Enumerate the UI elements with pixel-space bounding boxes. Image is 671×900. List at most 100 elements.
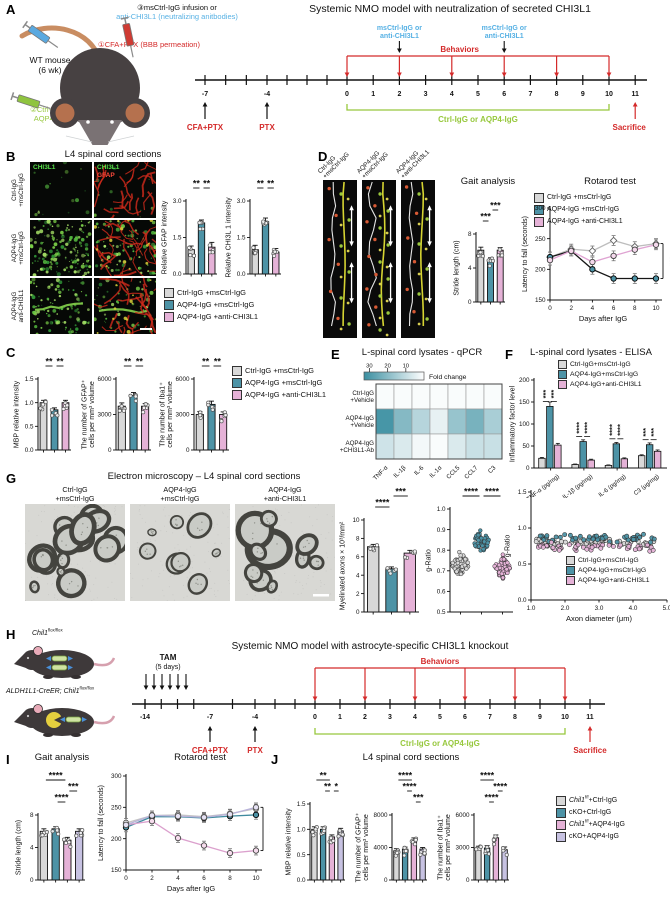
gait-track-image (401, 180, 435, 338)
svg-text:50: 50 (522, 443, 530, 450)
svg-text:***: *** (490, 201, 501, 211)
svg-text:5: 5 (438, 714, 442, 721)
svg-text:30: 30 (366, 364, 372, 370)
panel-label-c: C (6, 345, 16, 360)
svg-text:1.0: 1.0 (518, 525, 527, 532)
svg-text:****: **** (480, 771, 495, 781)
svg-text:9: 9 (538, 714, 542, 721)
legend-b: Ctrl-IgG +msCtrl-IgG AQP4-IgG +msCtrl-IgG… (164, 288, 258, 322)
svg-text:0.6: 0.6 (437, 589, 446, 596)
svg-text:The number of Iba1⁺: The number of Iba1⁺ (438, 815, 445, 880)
svg-text:Ctrl-IgG or AQP4-IgG: Ctrl-IgG or AQP4-IgG (438, 115, 518, 124)
svg-text:0.0: 0.0 (237, 271, 246, 278)
legend-item: AQP4-IgG +anti-CHI3L1 (164, 312, 258, 322)
svg-text:1.0: 1.0 (527, 605, 536, 612)
legend-swatch (556, 820, 566, 830)
b-row-label-3: AQP4-IgG anti-CHI3L1 (10, 289, 25, 323)
svg-text:cells per mm³ volume: cells per mm³ volume (167, 381, 174, 448)
svg-text:6: 6 (612, 305, 616, 312)
svg-text:***: *** (649, 428, 658, 437)
svg-text:0.9: 0.9 (437, 527, 446, 534)
svg-text:0: 0 (108, 447, 112, 454)
svg-text:**: ** (45, 357, 53, 367)
svg-text:cells per mm³ volume: cells per mm³ volume (363, 814, 370, 881)
legend-swatch (558, 370, 567, 379)
svg-text:0: 0 (356, 609, 360, 616)
svg-text:+Vehicle: +Vehicle (350, 397, 374, 404)
svg-text:1.0: 1.0 (297, 827, 306, 834)
mouse-label: WT mouse (6 wk) (29, 55, 71, 75)
svg-text:0: 0 (526, 465, 530, 472)
legend-item: Ctrl-IgG +msCtrl-IgG (164, 288, 258, 298)
svg-text:**: ** (193, 179, 201, 189)
wt-mouse-illustration (8, 10, 168, 145)
svg-text:250: 250 (111, 805, 122, 812)
legend-item: Chil1f/f+Ctrl-IgG (556, 795, 625, 806)
fluorescence-image (30, 278, 92, 334)
svg-text:****: **** (574, 422, 583, 434)
svg-text:8: 8 (468, 231, 472, 238)
b-row-label-1: Ctrl-IgG +msCtrl-IgG (10, 173, 25, 207)
svg-text:**: ** (136, 357, 144, 367)
legend-label: AQP4-IgG+anti-CHI3L1 (578, 576, 650, 584)
svg-text:6: 6 (202, 875, 206, 882)
legend-item: Ctrl-IgG+msCtrl-IgG (566, 556, 650, 565)
svg-text:Latency to fall (seconds): Latency to fall (seconds) (98, 785, 105, 861)
svg-text:IL-1β: IL-1β (392, 464, 407, 479)
legend-swatch (566, 566, 575, 575)
svg-text:3: 3 (424, 91, 428, 98)
panel-label-i: I (6, 752, 10, 767)
panel-g-title: Electron microscopy – L4 spinal cord sec… (107, 471, 301, 482)
scale-bar (140, 328, 152, 330)
legend-item: AQP4-IgG +msCtrl-IgG (232, 378, 326, 388)
rotarod-title-i: Rotarod test (174, 752, 226, 763)
svg-text:0: 0 (30, 877, 34, 884)
svg-text:4: 4 (356, 572, 360, 579)
fluorescence-image (94, 162, 156, 218)
svg-text:2: 2 (356, 591, 360, 598)
svg-text:****: **** (49, 771, 64, 781)
legend-label: Ctrl-IgG+msCtrl-IgG (578, 556, 639, 564)
svg-text:0: 0 (384, 877, 388, 884)
legend-swatch (164, 288, 174, 298)
svg-text:Axon diameter (μm): Axon diameter (μm) (566, 614, 633, 623)
svg-text:300: 300 (111, 773, 122, 780)
fluorescence-image (30, 220, 92, 276)
svg-text:0.0: 0.0 (173, 271, 182, 278)
svg-text:0.5: 0.5 (297, 852, 306, 859)
svg-text:Latency to fall (seconds): Latency to fall (seconds) (522, 216, 529, 292)
svg-text:8: 8 (513, 714, 517, 721)
gait-track-image (362, 180, 396, 338)
svg-text:***: *** (480, 212, 491, 222)
legend-item: Ctrl-IgG+msCtrl-IgG (558, 360, 642, 369)
svg-text:4: 4 (591, 305, 595, 312)
svg-text:msCtrl-IgG or: msCtrl-IgG or (482, 25, 527, 32)
legend-label: cKO+Ctrl-IgG (569, 809, 612, 817)
legend-label: AQP4-IgG +anti-CHI3L1 (177, 311, 259, 321)
svg-text:g-Ratio: g-Ratio (426, 549, 433, 572)
panel-f-title: L-spinal cord lysates - ELISA (530, 347, 652, 358)
svg-text:**: ** (202, 357, 210, 367)
svg-text:0.0: 0.0 (25, 447, 34, 454)
legend-item: AQP4-IgG +msCtrl-IgG (534, 205, 623, 215)
svg-text:-7: -7 (202, 91, 208, 98)
svg-text:1.5: 1.5 (173, 235, 182, 242)
svg-text:0.0: 0.0 (297, 877, 306, 884)
svg-text:**: ** (56, 357, 64, 367)
svg-text:***: *** (641, 428, 650, 437)
svg-text:3000: 3000 (97, 412, 112, 419)
panel-e-title: L-spinal cord lysates - qPCR (361, 347, 483, 358)
legend-label: Chil1f/f+AQP4-IgG (569, 818, 625, 829)
gfap-label: GFAP (97, 172, 115, 179)
svg-text:anti-CHI3L1: anti-CHI3L1 (485, 33, 524, 40)
legend-swatch (534, 217, 544, 227)
panel-label-g: G (6, 471, 17, 486)
svg-text:(5 days): (5 days) (155, 664, 180, 671)
panel-label-h: H (6, 627, 16, 642)
svg-text:cells per mm³ volume: cells per mm³ volume (445, 814, 452, 881)
chart-gratio-scatter: 0.0 0.5 1.0 1.5 g-Ratio 1.0 2.0 3.0 4.0 5.0 Axon d… (503, 486, 671, 624)
svg-text:8: 8 (356, 536, 360, 543)
legend-label: AQP4-IgG +msCtrl-IgG (177, 299, 255, 309)
svg-text:0: 0 (345, 91, 349, 98)
